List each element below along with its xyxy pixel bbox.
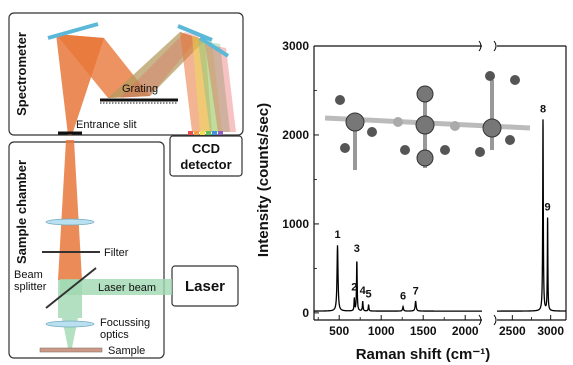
- spectrometer-box: [8, 12, 244, 136]
- x-tick-label: 1000: [368, 324, 395, 338]
- molecule-atom: [335, 95, 345, 105]
- focussing-label-1: Focussing: [100, 317, 150, 329]
- y-tick-label: 0: [302, 306, 309, 320]
- molecule-atom: [450, 121, 460, 131]
- beam-splitter-label-1: Beam: [14, 269, 43, 281]
- y-axis-title: Intensity (counts/sec): [255, 103, 272, 257]
- molecule-atom: [345, 112, 365, 132]
- peak-label-6: 6: [400, 291, 406, 303]
- molecule-atom: [415, 115, 435, 135]
- sample: [39, 347, 103, 353]
- ccd-pixel-red: [188, 131, 193, 135]
- molecule-atom: [340, 143, 350, 153]
- laser-beam-label: Laser beam: [98, 282, 156, 294]
- axis-break-mark: [478, 314, 482, 326]
- molecule-atom: [400, 145, 410, 155]
- ccd-pixel-blue: [212, 131, 217, 135]
- mirror-right-1: [177, 24, 213, 42]
- ccd-pixel-orange: [194, 131, 199, 135]
- spectrum-line: [314, 245, 482, 312]
- sample-chamber-box: [8, 141, 165, 359]
- y-tick-label: 3000: [282, 39, 309, 53]
- peak-label-5: 5: [366, 289, 372, 301]
- mirror-left: [47, 22, 99, 40]
- molecule-atom: [416, 85, 434, 103]
- ccd-beam-green: [198, 40, 230, 132]
- x-axis-title: Raman shift (cm⁻¹): [356, 346, 491, 363]
- ccd-beam-yellow: [192, 36, 222, 132]
- beam-splitter: [45, 267, 97, 309]
- y-tick-label: 2000: [282, 128, 309, 142]
- x-tick-label: 3000: [537, 324, 564, 338]
- focussing-lens: [45, 320, 95, 328]
- sample-chamber-label: Sample chamber: [14, 160, 29, 264]
- x-tick-label: 2500: [499, 324, 526, 338]
- laser-label: Laser: [185, 278, 225, 295]
- beam-splitter-label-2: splitter: [14, 281, 47, 293]
- peak-label-7: 7: [413, 285, 419, 297]
- molecule-atom: [367, 127, 377, 137]
- ccd-pixel-green: [206, 131, 211, 135]
- raman-schematic: Spectrometer Grating Entrance slit CCD d…: [8, 12, 244, 359]
- ccd-beam-orange: [180, 32, 212, 132]
- ccd-detector-box: [169, 135, 243, 177]
- laser-beam-horizontal: [60, 279, 172, 295]
- lens-top: [45, 218, 95, 226]
- entrance-slit-label: Entrance slit: [76, 119, 137, 131]
- molecule-illustration: [324, 71, 531, 170]
- ccd-pixel-yellow: [200, 131, 205, 135]
- scattered-beam: [58, 140, 82, 280]
- beam-from-grating: [108, 32, 205, 98]
- axis-break-mark: [478, 40, 482, 52]
- ccd-beam-red: [205, 44, 236, 132]
- peak-label-1: 1: [334, 229, 340, 241]
- chart-series: [314, 119, 566, 312]
- molecule-atom: [505, 135, 515, 145]
- ccd-pixel-violet: [218, 131, 223, 135]
- filter-label: Filter: [104, 247, 129, 259]
- peak-label-8: 8: [540, 103, 546, 115]
- raman-chart: 0 1000 2000 3000 500 1000 1500 2000 2500 3000 1 2 3…: [255, 39, 567, 363]
- x-tick-label: 1500: [410, 324, 437, 338]
- chart-axes: 0 1000 2000 3000 500 1000 1500 2000 2500 3000: [282, 39, 567, 338]
- molecule-atom: [475, 147, 485, 157]
- peak-label-9: 9: [545, 202, 551, 214]
- spectrometer-label: Spectrometer: [14, 32, 29, 116]
- molecule-atom: [485, 71, 495, 81]
- dispersed-red: [120, 32, 200, 98]
- axis-break-mark: [493, 40, 497, 52]
- peak-label-3: 3: [354, 243, 360, 255]
- molecule-atom: [482, 118, 502, 138]
- molecule-atom: [440, 145, 450, 155]
- peak-label-2: 2: [351, 281, 357, 293]
- ccd-label-1: CCD: [192, 141, 220, 156]
- mirror-right-2: [198, 36, 230, 58]
- spectrum-line: [497, 119, 566, 312]
- x-tick-label: 2000: [452, 324, 479, 338]
- axis-break-mark: [493, 314, 497, 326]
- molecule-atom: [393, 117, 403, 127]
- x-tick-label: 500: [329, 324, 349, 338]
- molecule-atom: [510, 75, 520, 85]
- y-tick-label: 1000: [282, 217, 309, 231]
- grating-label: Grating: [122, 83, 158, 95]
- ccd-label-2: detector: [180, 157, 231, 172]
- sample-label: Sample: [108, 345, 145, 357]
- molecule-atom: [416, 149, 434, 167]
- peak-label-4: 4: [360, 285, 367, 297]
- ccd-pixels: [188, 131, 223, 135]
- dispersed-green: [108, 32, 205, 98]
- focussing-label-2: optics: [100, 329, 129, 341]
